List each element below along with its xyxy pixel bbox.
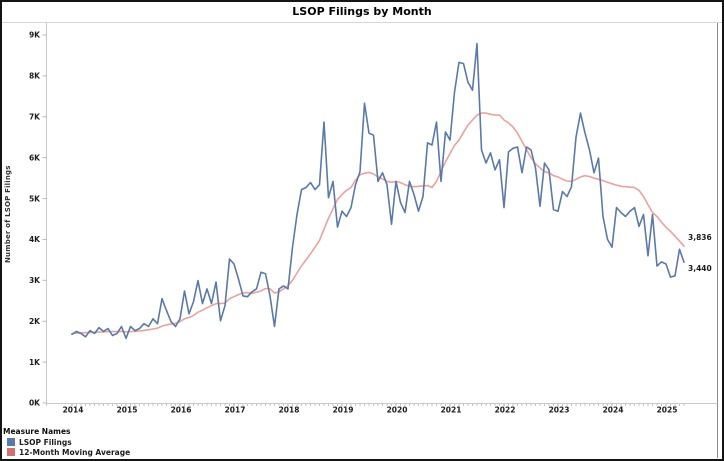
y-axis-tick-label: 8K — [29, 72, 41, 81]
end-label-filings: 3,440 — [688, 264, 712, 274]
x-axis-year-label: 2020 — [387, 406, 408, 415]
legend-swatch-moving-average — [7, 448, 15, 456]
x-axis-year-label: 2022 — [495, 406, 516, 415]
end-label-moving-average: 3,836 — [688, 233, 712, 243]
x-axis-year-label: 2025 — [657, 406, 678, 415]
y-axis-tick-label: 4K — [29, 235, 41, 244]
legend-item-filings[interactable]: LSOP Filings — [3, 437, 130, 447]
y-axis-tick-label: 2K — [29, 317, 41, 326]
x-axis-year-label: 2015 — [117, 406, 138, 415]
x-axis-year-label: 2023 — [549, 406, 570, 415]
x-axis-year-label: 2014 — [63, 406, 84, 415]
y-axis-tick-label: 5K — [29, 194, 41, 203]
y-axis-title: Number of LSOP Filings — [4, 165, 12, 263]
moving-average-line[interactable] — [71, 112, 685, 335]
legend-title: Measure Names — [3, 427, 71, 436]
filings-line[interactable] — [71, 42, 685, 340]
legend: Measure Names LSOP Filings 12-Month Movi… — [3, 427, 130, 457]
x-axis-year-label: 2017 — [225, 406, 246, 415]
legend-item-label-moving-average: 12-Month Moving Average — [19, 447, 131, 457]
y-axis-tick-label: 6K — [29, 153, 41, 162]
legend-item-label-filings: LSOP Filings — [19, 437, 72, 447]
x-axis-year-label: 2018 — [279, 406, 300, 415]
x-axis-year-label: 2019 — [333, 406, 354, 415]
x-axis-year-label: 2021 — [441, 406, 462, 415]
y-axis-tick-label: 3K — [29, 276, 41, 285]
y-axis-tick-label: 0K — [29, 399, 41, 408]
chart-title: LSOP Filings by Month — [2, 2, 722, 23]
legend-swatch-filings — [7, 438, 15, 446]
y-axis-tick-label: 7K — [29, 112, 41, 121]
y-axis-tick-label: 9K — [29, 31, 41, 40]
legend-item-moving-average[interactable]: 12-Month Moving Average — [3, 447, 130, 457]
y-axis-tick-label: 1K — [29, 358, 41, 367]
x-axis-year-label: 2016 — [171, 406, 192, 415]
x-axis-year-label: 2024 — [603, 406, 624, 415]
